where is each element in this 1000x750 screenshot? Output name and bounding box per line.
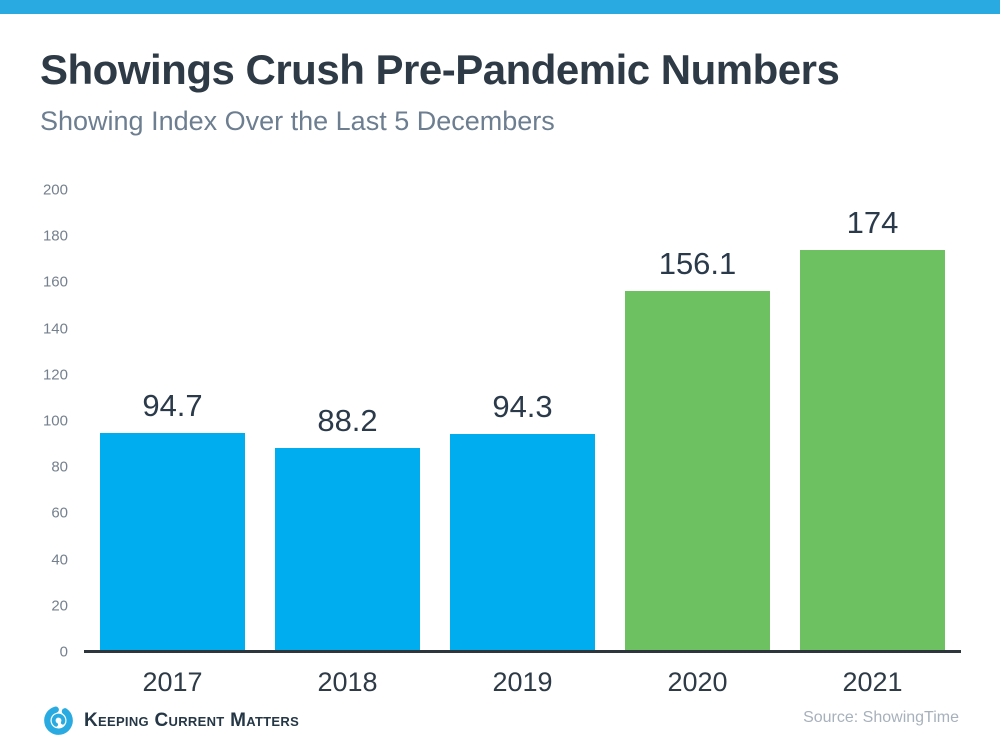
chart-subtitle: Showing Index Over the Last 5 Decembers xyxy=(40,106,555,136)
y-tick-label: 0 xyxy=(59,643,68,661)
y-tick-label: 160 xyxy=(42,273,68,291)
y-tick-label: 120 xyxy=(42,366,68,384)
y-tick-label: 100 xyxy=(42,412,68,430)
y-tick-label: 80 xyxy=(51,458,68,476)
y-tick-label: 140 xyxy=(42,320,68,338)
bar-value-label: 174 xyxy=(846,205,899,241)
source-attribution: Source: ShowingTime xyxy=(803,709,959,726)
x-axis-label: 2021 xyxy=(842,667,903,697)
bar-group: 94.3 2019 xyxy=(435,190,610,697)
y-tick-label: 20 xyxy=(51,597,68,615)
x-axis-line xyxy=(84,650,961,653)
bar-value-label: 94.7 xyxy=(142,388,203,424)
bar-2017 xyxy=(100,433,245,652)
bar-2019 xyxy=(450,434,595,652)
bar-2021 xyxy=(800,250,945,652)
bar-value-label: 94.3 xyxy=(492,389,553,425)
footer-brand: Keeping Current Matters xyxy=(41,703,299,738)
y-tick-label: 40 xyxy=(51,551,68,569)
y-axis: 0 20 40 60 80 100 120 140 160 180 200 xyxy=(30,182,68,661)
bar-2018 xyxy=(275,448,420,652)
bar-group: 94.7 2017 xyxy=(85,190,260,697)
chart-title: Showings Crush Pre-Pandemic Numbers xyxy=(40,46,840,93)
bar-value-label: 156.1 xyxy=(658,246,737,282)
brand-name: Keeping Current Matters xyxy=(84,709,300,731)
x-axis-label: 2017 xyxy=(142,667,203,697)
plot-area: 94.7 2017 88.2 2018 94.3 2019 156.1 2020 174 2021 xyxy=(85,190,960,697)
x-axis-label: 2020 xyxy=(667,667,728,697)
top-accent-stripe xyxy=(0,0,1000,14)
y-tick-label: 180 xyxy=(42,227,68,245)
y-tick-label: 60 xyxy=(51,504,68,522)
bar-group: 174 2021 xyxy=(785,190,960,697)
x-axis-label: 2019 xyxy=(492,667,553,697)
bar-group: 88.2 2018 xyxy=(260,190,435,697)
y-tick-label: 200 xyxy=(42,181,68,199)
bar-group: 156.1 2020 xyxy=(610,190,785,697)
kcm-swirl-icon xyxy=(41,703,76,738)
x-axis-label: 2018 xyxy=(317,667,378,697)
bar-value-label: 88.2 xyxy=(317,403,378,439)
bar-2020 xyxy=(625,291,770,652)
